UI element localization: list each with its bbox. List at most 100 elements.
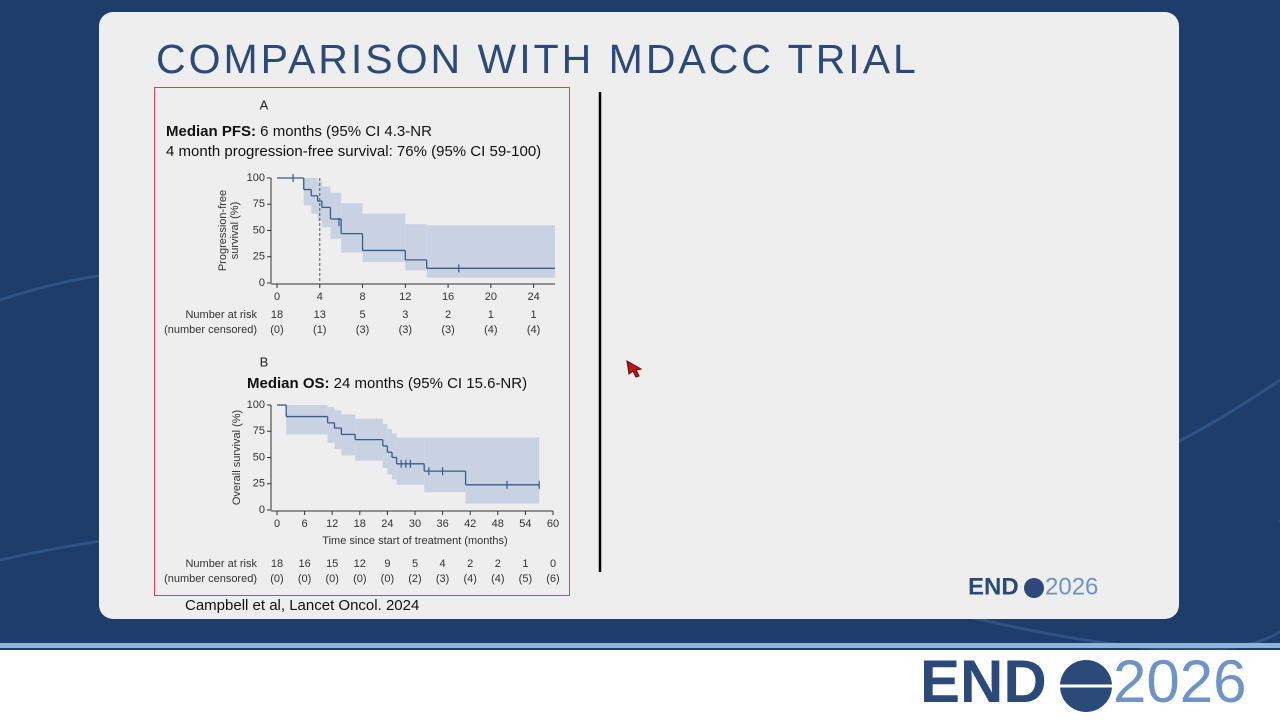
y-tick-label: 75 <box>253 198 265 210</box>
ci-band <box>465 437 540 504</box>
ci-band <box>426 225 555 278</box>
x-tick-label: 0 <box>274 291 280 303</box>
censored-count: (3) <box>399 324 412 336</box>
x-tick-label: 60 <box>547 518 559 530</box>
censored-count: (4) <box>527 324 540 336</box>
censored-count: (4) <box>491 573 504 585</box>
x-tick-label: 48 <box>492 518 504 530</box>
summary-text: 6 months (95% CI 4.3-NR <box>256 123 432 140</box>
at-risk: 1 <box>522 558 528 570</box>
censored-count: (0) <box>270 324 283 336</box>
x-tick-label: 16 <box>442 291 454 303</box>
censored-count: (3) <box>441 324 454 336</box>
censored-count: (0) <box>270 573 283 585</box>
x-tick-label: 18 <box>354 518 366 530</box>
logo-brand: END <box>920 648 1047 715</box>
censored-count: (6) <box>546 573 559 585</box>
x-tick-label: 24 <box>527 291 539 303</box>
x-axis-label: Time since start of treatment (months) <box>322 535 507 547</box>
logo-year: 2026 <box>1113 648 1246 715</box>
censored-count: (0) <box>381 573 394 585</box>
ci-band <box>362 213 406 262</box>
censored-count: (4) <box>484 324 497 336</box>
x-tick-label: 12 <box>399 291 411 303</box>
y-axis-label: Progression-free <box>217 190 229 271</box>
panel-label: A <box>260 97 269 112</box>
y-tick-label: 25 <box>253 251 265 263</box>
cursor <box>626 360 643 378</box>
x-tick-label: 6 <box>302 518 308 530</box>
x-tick-label: 4 <box>317 291 323 303</box>
summary-bold: Median PFS: <box>166 123 256 140</box>
at-risk: 18 <box>271 309 283 321</box>
x-tick-label: 24 <box>381 518 393 530</box>
logo: END 2026 <box>968 573 1098 600</box>
ci-band <box>286 405 328 435</box>
censored-count: (2) <box>408 573 421 585</box>
y-tick-label: 100 <box>247 172 265 184</box>
divider <box>0 643 1280 648</box>
ci-band <box>327 407 335 443</box>
at-risk: 1 <box>488 309 494 321</box>
summary-text: 24 months (95% CI 15.6-NR) <box>330 375 528 392</box>
figure-frame <box>154 87 570 596</box>
at-risk: 2 <box>445 309 451 321</box>
panel-label: B <box>260 354 269 369</box>
y-axis-label: survival (%) <box>229 202 241 259</box>
risk-label: Number at risk <box>185 558 257 570</box>
y-tick-label: 75 <box>253 425 265 437</box>
y-tick-label: 0 <box>259 504 265 516</box>
x-tick-label: 54 <box>519 518 531 530</box>
censored-label: (number censored) <box>164 573 257 585</box>
at-risk: 9 <box>384 558 390 570</box>
at-risk: 3 <box>402 309 408 321</box>
risk-label: Number at risk <box>185 309 257 321</box>
censored-count: (3) <box>356 324 369 336</box>
x-tick-label: 0 <box>274 518 280 530</box>
citation: Campbell et al, Lancet Oncol. 2024 <box>185 597 419 614</box>
x-tick-label: 36 <box>436 518 448 530</box>
y-tick-label: 0 <box>259 277 265 289</box>
censored-count: (0) <box>325 573 338 585</box>
ci-band <box>424 437 466 493</box>
x-tick-label: 12 <box>326 518 338 530</box>
at-risk: 12 <box>354 558 366 570</box>
logo-mark <box>1024 578 1044 598</box>
censored-count: (5) <box>519 573 532 585</box>
summary: 4 month progression-free survival: 76% (… <box>166 143 541 160</box>
at-risk: 4 <box>440 558 446 570</box>
y-tick-label: 50 <box>253 224 265 236</box>
censored-count: (3) <box>436 573 449 585</box>
y-axis-label: Overall survival (%) <box>231 410 243 505</box>
logo-brand: END <box>968 573 1019 600</box>
summary: Median OS: 24 months (95% CI 15.6-NR) <box>247 375 527 392</box>
y-tick-label: 100 <box>247 399 265 411</box>
x-tick-label: 8 <box>359 291 365 303</box>
at-risk: 15 <box>326 558 338 570</box>
at-risk: 0 <box>550 558 556 570</box>
x-tick-label: 20 <box>485 291 497 303</box>
at-risk: 5 <box>412 558 418 570</box>
at-risk: 18 <box>271 558 283 570</box>
at-risk: 1 <box>531 309 537 321</box>
summary: Median PFS: 6 months (95% CI 4.3-NR <box>166 123 432 140</box>
y-tick-label: 50 <box>253 451 265 463</box>
censored-count: (0) <box>298 573 311 585</box>
ci-band <box>303 178 312 206</box>
y-tick-label: 25 <box>253 478 265 490</box>
ci-band <box>330 192 342 239</box>
slide-card <box>99 12 1179 619</box>
censored-count: (4) <box>463 573 476 585</box>
logo-year: 2026 <box>1045 573 1098 600</box>
at-risk: 5 <box>359 309 365 321</box>
ci-band <box>392 433 397 480</box>
at-risk: 2 <box>467 558 473 570</box>
censored-count: (1) <box>313 324 326 336</box>
summary-bold: Median OS: <box>247 375 330 392</box>
censored-label: (number censored) <box>164 324 257 336</box>
x-tick-label: 30 <box>409 518 421 530</box>
slide-title: COMPARISON WITH MDACC TRIAL <box>156 36 919 82</box>
ci-band <box>341 203 363 253</box>
